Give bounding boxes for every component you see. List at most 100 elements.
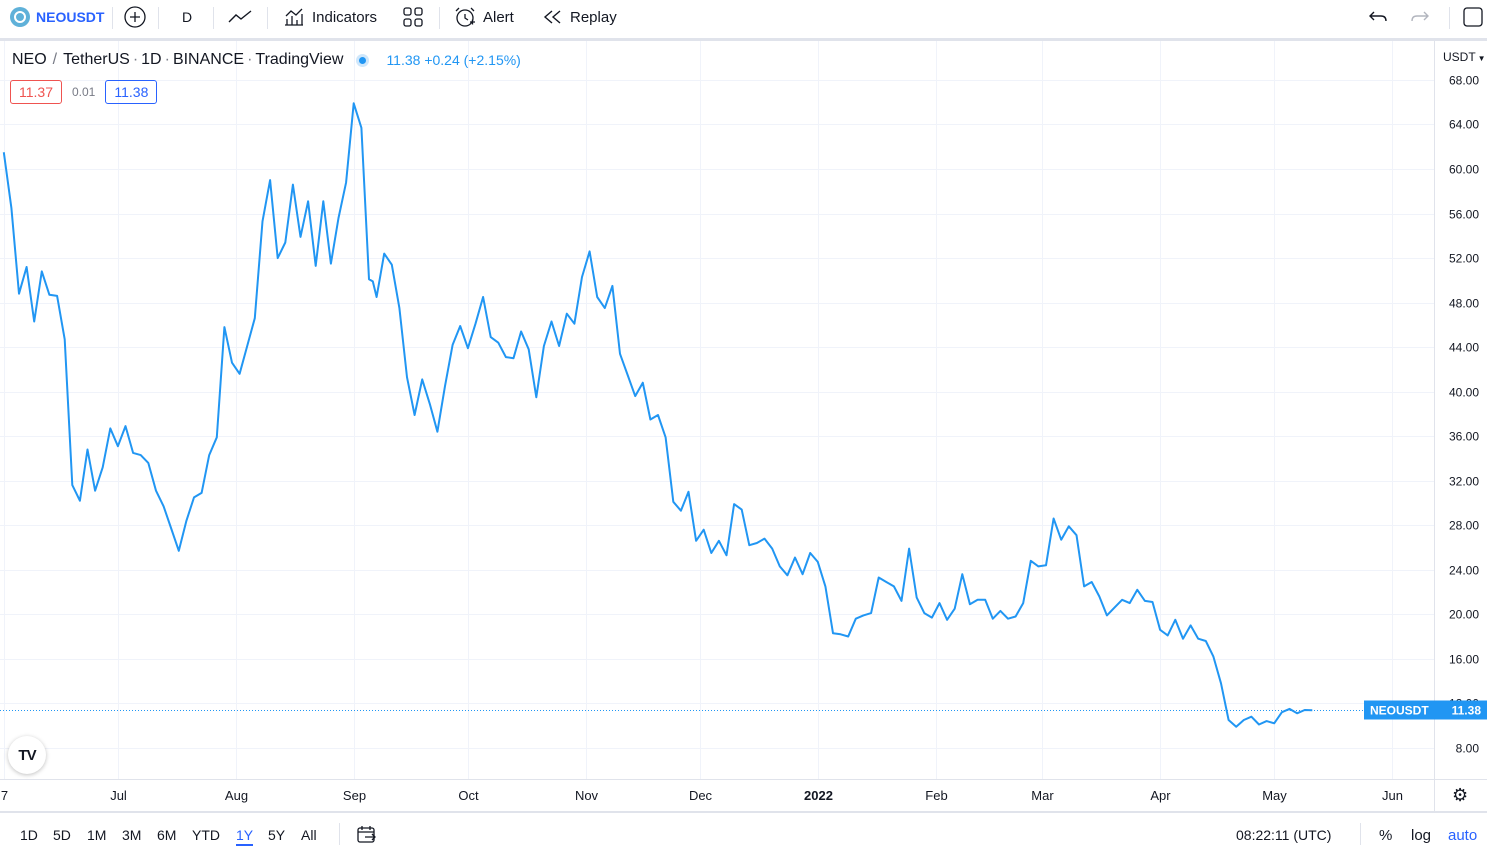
plus-circle-icon <box>124 6 146 28</box>
currency-label: USDT <box>1443 50 1476 64</box>
y-tick-label: 60.00 <box>1449 163 1479 177</box>
toolbar-divider <box>1449 7 1450 29</box>
compare-symbol-button[interactable] <box>123 0 147 34</box>
replay-label: Replay <box>570 8 617 26</box>
buy-price-button[interactable]: 11.38 <box>105 80 158 104</box>
log-scale-button[interactable]: log <box>1411 827 1432 844</box>
tradingview-logo-icon[interactable]: TV <box>8 736 46 774</box>
rewind-icon <box>543 10 561 24</box>
x-tick-label: Jun <box>1382 788 1403 803</box>
undo-button[interactable] <box>1367 0 1389 34</box>
legend-last-price: 11.38 <box>386 52 421 68</box>
utc-clock[interactable]: 08:22:11 (UTC) <box>1236 827 1332 843</box>
symbol-search-button[interactable]: NEOUSDT <box>10 0 104 34</box>
x-tick-label: Oct <box>458 788 479 803</box>
bid-ask-panel: 11.37 0.01 11.38 <box>10 80 158 104</box>
time-scale[interactable]: 7 Jul Aug Sep Oct Nov Dec 2022 Feb Mar Apr May Jun <box>1 788 1403 803</box>
series-line-neousdt[interactable] <box>2 102 1313 728</box>
interval-button[interactable]: D <box>182 9 193 25</box>
neo-logo-icon <box>10 7 30 27</box>
y-tick-label: 56.00 <box>1449 208 1479 222</box>
range-button-all[interactable]: All <box>301 827 317 843</box>
bottom-divider <box>339 823 340 845</box>
x-tick-label: Nov <box>575 788 599 803</box>
symbol-label: NEOUSDT <box>36 9 105 25</box>
x-tick-label: Dec <box>689 788 713 803</box>
calendar-arrow-icon <box>357 826 376 843</box>
top-toolbar: NEOUSDT D Indicators <box>0 0 1487 41</box>
date-range-button[interactable] <box>356 824 378 851</box>
y-tick-label: 8.00 <box>1456 742 1480 756</box>
y-tick-label: 44.00 <box>1449 341 1479 355</box>
range-button-3m[interactable]: 3M <box>122 827 142 843</box>
chart-area[interactable]: 68.00 64.00 60.00 56.00 52.00 48.00 44.00 40.00… <box>0 41 1487 811</box>
y-tick-label: 28.00 <box>1449 519 1479 533</box>
range-button-6m[interactable]: 6M <box>157 827 177 843</box>
redo-button[interactable] <box>1409 0 1431 34</box>
indicators-icon <box>285 8 303 26</box>
bottom-divider <box>1360 823 1361 845</box>
replay-button[interactable]: Replay <box>542 0 617 34</box>
gear-icon[interactable]: ⚙ <box>1452 785 1469 805</box>
market-open-dot-icon <box>359 56 367 64</box>
range-button-1y[interactable]: 1Y <box>236 827 254 846</box>
chart-legend: NEO / TetherUS · 1D · BINANCE · TradingView … <box>12 51 521 68</box>
x-tick-label: Jul <box>110 788 127 803</box>
y-tick-label: 32.00 <box>1449 475 1479 489</box>
alert-button[interactable]: Alert <box>453 0 514 34</box>
range-button-5y[interactable]: 5Y <box>268 827 286 843</box>
indicators-label: Indicators <box>312 8 378 26</box>
line-chart-icon <box>228 10 252 23</box>
x-tick-label: Feb <box>925 788 947 803</box>
fullscreen-button[interactable] <box>1462 0 1484 34</box>
legend-interval: 1D <box>141 51 162 68</box>
last-price-tag: NEOUSDT 11.38 <box>1364 700 1487 720</box>
square-icon <box>1463 7 1483 27</box>
redo-icon <box>1411 11 1429 22</box>
range-button-1m[interactable]: 1M <box>87 827 107 843</box>
y-tick-label: 48.00 <box>1449 297 1479 311</box>
legend-change: +0.24 (+2.15%) <box>424 52 521 68</box>
legend-quote: 11.38 +0.24 (+2.15%) <box>359 52 521 68</box>
auto-scale-button[interactable]: auto <box>1448 827 1478 844</box>
percent-scale-button[interactable]: % <box>1379 827 1393 844</box>
price-tag-value: 11.38 <box>1452 704 1482 718</box>
chart-type-button[interactable] <box>227 0 253 34</box>
y-tick-label: 16.00 <box>1449 653 1479 667</box>
x-tick-label: 7 <box>1 788 8 803</box>
x-tick-label: Sep <box>343 788 366 803</box>
legend-exchange: BINANCE <box>172 51 245 68</box>
toolbar-divider <box>158 7 159 29</box>
range-button-5d[interactable]: 5D <box>53 827 71 843</box>
chart-grid <box>0 41 1434 779</box>
x-tick-label: 2022 <box>804 788 833 803</box>
currency-selector[interactable]: USDT ▼ <box>1443 50 1486 64</box>
sell-price-button[interactable]: 11.37 <box>10 80 62 104</box>
undo-icon <box>1369 11 1387 22</box>
price-chart[interactable]: 68.00 64.00 60.00 56.00 52.00 48.00 44.00 40.00… <box>0 41 1487 811</box>
price-tag-background <box>1364 700 1487 720</box>
x-tick-label: Aug <box>225 788 248 803</box>
spread-value: 0.01 <box>72 85 96 99</box>
x-tick-label: Apr <box>1150 788 1171 803</box>
y-tick-label: 20.00 <box>1449 608 1479 622</box>
price-scale[interactable]: 68.00 64.00 60.00 56.00 52.00 48.00 44.00 40.00… <box>1449 74 1479 756</box>
x-tick-label: Mar <box>1031 788 1054 803</box>
x-tick-label: May <box>1262 788 1287 803</box>
range-button-ytd[interactable]: YTD <box>192 827 220 843</box>
grid-layout-icon <box>403 7 423 27</box>
toolbar-divider <box>213 7 214 29</box>
range-button-1d[interactable]: 1D <box>20 827 38 843</box>
toolbar-divider <box>267 7 268 29</box>
layout-button[interactable] <box>402 0 424 34</box>
y-tick-label: 36.00 <box>1449 430 1479 444</box>
toolbar-divider <box>112 7 113 29</box>
y-tick-label: 64.00 <box>1449 118 1479 132</box>
y-tick-label: 68.00 <box>1449 74 1479 88</box>
indicators-button[interactable]: Indicators <box>282 0 377 34</box>
legend-symbol-name: NEO <box>12 51 47 68</box>
alarm-clock-icon <box>455 7 475 27</box>
bottom-toolbar: 1D 5D 1M 3M 6M YTD 1Y 5Y All 08:22:11 (U… <box>0 811 1487 859</box>
y-tick-label: 40.00 <box>1449 386 1479 400</box>
y-tick-label: 52.00 <box>1449 252 1479 266</box>
